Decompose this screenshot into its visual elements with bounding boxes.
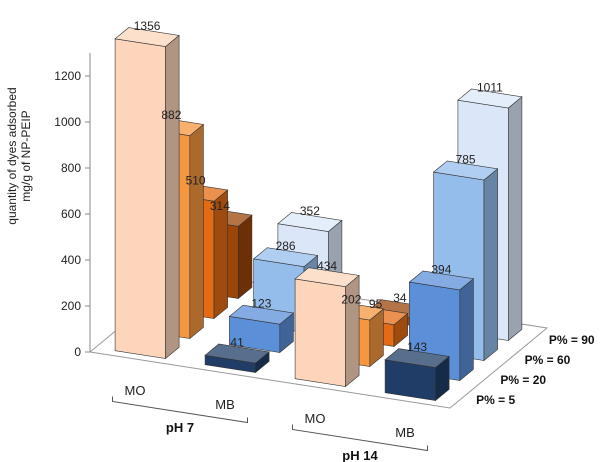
y-axis-title: quantity of dyes adsorbedmg/g of NP-PEIP [5, 87, 33, 224]
data-label: 123 [251, 297, 271, 311]
y-tick-label: 0 [74, 345, 81, 359]
data-label: 882 [161, 108, 181, 122]
y-tick-label: 1000 [54, 115, 81, 129]
bar-top-face [204, 343, 270, 364]
y-tick-label: 800 [61, 161, 81, 175]
bar-top-face [228, 304, 295, 325]
bar-top-face [457, 88, 523, 109]
bar-side-face [459, 278, 474, 382]
x-category-label: MO [125, 383, 146, 398]
bar-mo-ph14-s1 [294, 267, 360, 388]
data-label: 785 [456, 152, 476, 166]
bar-top-face [408, 270, 475, 291]
bar-front-face [294, 278, 346, 387]
data-label: 510 [186, 174, 206, 188]
bar-side-face [483, 168, 498, 362]
y-tick-label: 600 [61, 207, 81, 221]
data-label: 352 [300, 204, 320, 218]
series-label: P% = 60 [525, 353, 571, 367]
bar-side-face [238, 214, 253, 300]
x-category-label: MO [305, 411, 326, 426]
y-tick-label: 400 [61, 253, 81, 267]
y-tick-label: 200 [61, 299, 81, 313]
labels: 0 200 400 600 800 1000 1200 quantity of dyes ad… [5, 19, 595, 462]
bar-mb-ph7-s1 [204, 343, 270, 374]
x-category-label: MB [395, 425, 415, 440]
group-bracket [292, 424, 428, 452]
bars [114, 27, 523, 402]
group-bracket [112, 396, 248, 424]
series-label: P% = 20 [500, 373, 546, 387]
bar-top-face [114, 27, 180, 47]
y-axis-title-line2: mg/g of NP-PEIP [19, 110, 33, 201]
data-label: 143 [407, 340, 427, 354]
data-label: 95 [369, 297, 383, 311]
group-label: pH 7 [166, 420, 194, 435]
data-label: 434 [317, 259, 337, 273]
bar-mb-ph14-s1 [384, 348, 450, 402]
group-label: pH 14 [342, 448, 378, 462]
series-label: P% = 90 [549, 333, 595, 347]
x-category-label: MB [215, 397, 235, 412]
y-axis-title-line1: quantity of dyes adsorbed [5, 87, 19, 224]
bar-side-face [189, 123, 204, 340]
data-label: 1011 [477, 81, 503, 95]
bar-side-face [507, 96, 523, 342]
bar-top-face [252, 247, 319, 268]
bar-mo-ph7-s1 [114, 27, 180, 360]
bar-top-face [277, 212, 343, 232]
data-label: 394 [431, 262, 451, 276]
bar-top-face [432, 160, 499, 181]
bar-top-face [384, 348, 450, 368]
data-label: 1356 [134, 19, 161, 33]
data-label: 286 [276, 239, 296, 253]
series-label: P% = 5 [476, 393, 515, 407]
data-label: 314 [210, 199, 230, 213]
y-tick-label: 1200 [54, 69, 81, 83]
data-label: 41 [230, 336, 244, 350]
data-label: 202 [341, 293, 361, 307]
bar-top-face [294, 267, 360, 288]
data-label: 34 [393, 291, 407, 305]
bar-front-face [114, 38, 166, 359]
bar-side-face [165, 34, 180, 360]
bar-mb-ph7-s2 [228, 304, 295, 354]
